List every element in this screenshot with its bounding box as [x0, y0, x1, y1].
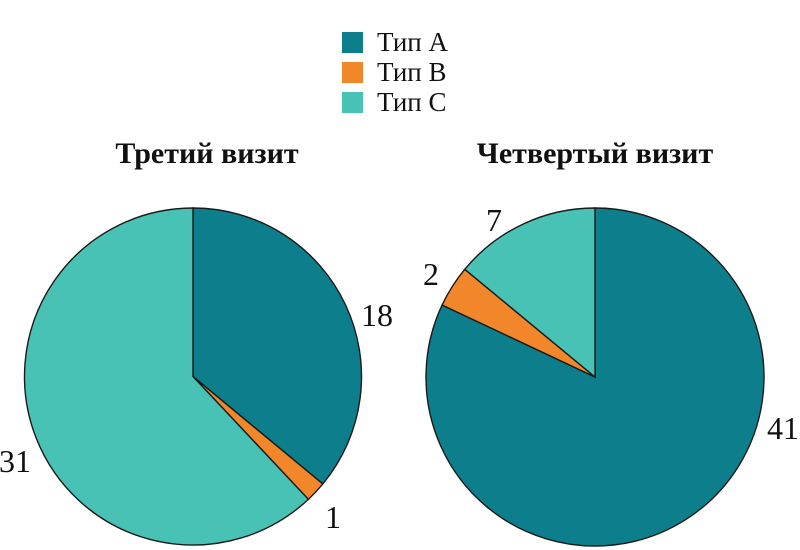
legend-swatch-type-a-icon — [342, 31, 363, 53]
pie-1-slice-0 — [425, 207, 765, 547]
value-label-third-type-a: 18 — [361, 297, 393, 333]
pie-third-visit — [23, 207, 363, 546]
pie-1-slice-2 — [463, 207, 596, 379]
legend-swatch-type-b-icon — [342, 61, 363, 83]
value-label-third-type-c: 31 — [0, 443, 31, 479]
legend-item-type-b: Тип B — [342, 57, 448, 87]
value-label-fourth-type-a: 41 — [767, 410, 799, 446]
legend-label-type-c: Тип C — [377, 87, 447, 117]
chart-title-third-visit: Третий визит — [115, 137, 299, 170]
legend: Тип A Тип B Тип C — [342, 27, 448, 117]
pie-fourth-visit — [425, 207, 765, 547]
legend-label-type-a: Тип A — [377, 27, 448, 57]
pie-value-labels: 18 1 31 41 2 7 — [0, 202, 799, 535]
pie-0-slice-2 — [23, 207, 310, 546]
value-label-fourth-type-b: 2 — [423, 256, 439, 292]
pie-0-slice-0 — [192, 207, 363, 485]
legend-item-type-c: Тип C — [342, 87, 448, 117]
chart-title-fourth-visit: Четвертый визит — [476, 137, 714, 170]
value-label-fourth-type-c: 7 — [486, 202, 502, 238]
legend-label-type-b: Тип B — [377, 57, 447, 87]
legend-swatch-type-c-icon — [342, 91, 363, 113]
value-label-third-type-b: 1 — [325, 499, 341, 535]
legend-item-type-a: Тип A — [342, 27, 448, 57]
